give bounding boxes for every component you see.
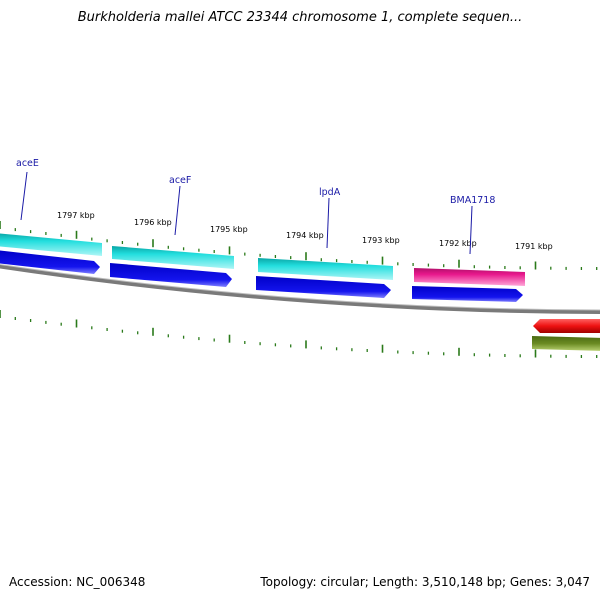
tick-marks-top bbox=[0, 221, 598, 270]
gene-label-lpda[interactable]: lpdA bbox=[319, 187, 341, 198]
tick-label: 1794 kbp bbox=[286, 231, 324, 240]
tick-label: 1792 kbp bbox=[439, 239, 477, 248]
tick-label: 1795 kbp bbox=[210, 225, 248, 234]
gene-label-acee[interactable]: aceE bbox=[16, 158, 39, 169]
gene-label-acef[interactable]: aceF bbox=[169, 175, 191, 186]
gene-feature-aceE[interactable] bbox=[0, 233, 102, 256]
reverse-feature-olive[interactable] bbox=[532, 336, 600, 351]
tick-label: 1793 kbp bbox=[362, 236, 400, 245]
cds-arrow[interactable] bbox=[0, 250, 100, 274]
map-title: Burkholderia mallei ATCC 23344 chromosom… bbox=[77, 10, 523, 25]
gene-feature-bma1718[interactable] bbox=[414, 268, 525, 286]
cds-arrow[interactable] bbox=[412, 286, 523, 302]
gene-label-line bbox=[326, 197, 330, 249]
gene-label-line bbox=[174, 185, 181, 236]
gene-label-line bbox=[469, 205, 473, 255]
topology-info: Topology: circular; Length: 3,510,148 bp… bbox=[260, 575, 590, 589]
cds-arrow[interactable] bbox=[256, 276, 391, 298]
gene-label-line bbox=[20, 171, 28, 221]
reverse-feature-red[interactable] bbox=[533, 319, 600, 333]
gene-label-bma1718[interactable]: BMA1718 bbox=[450, 195, 495, 206]
tick-label: 1796 kbp bbox=[134, 218, 172, 227]
cds-arrow[interactable] bbox=[110, 263, 232, 287]
tick-label: 1791 kbp bbox=[515, 242, 553, 251]
tick-label: 1797 kbp bbox=[57, 211, 95, 220]
gene-feature-aceF[interactable] bbox=[112, 246, 234, 269]
tick-marks-bottom bbox=[0, 310, 598, 358]
gene-feature-lpdA[interactable] bbox=[258, 258, 393, 280]
accession-info: Accession: NC_006348 bbox=[9, 575, 146, 589]
chromosome-backbone bbox=[0, 264, 600, 314]
